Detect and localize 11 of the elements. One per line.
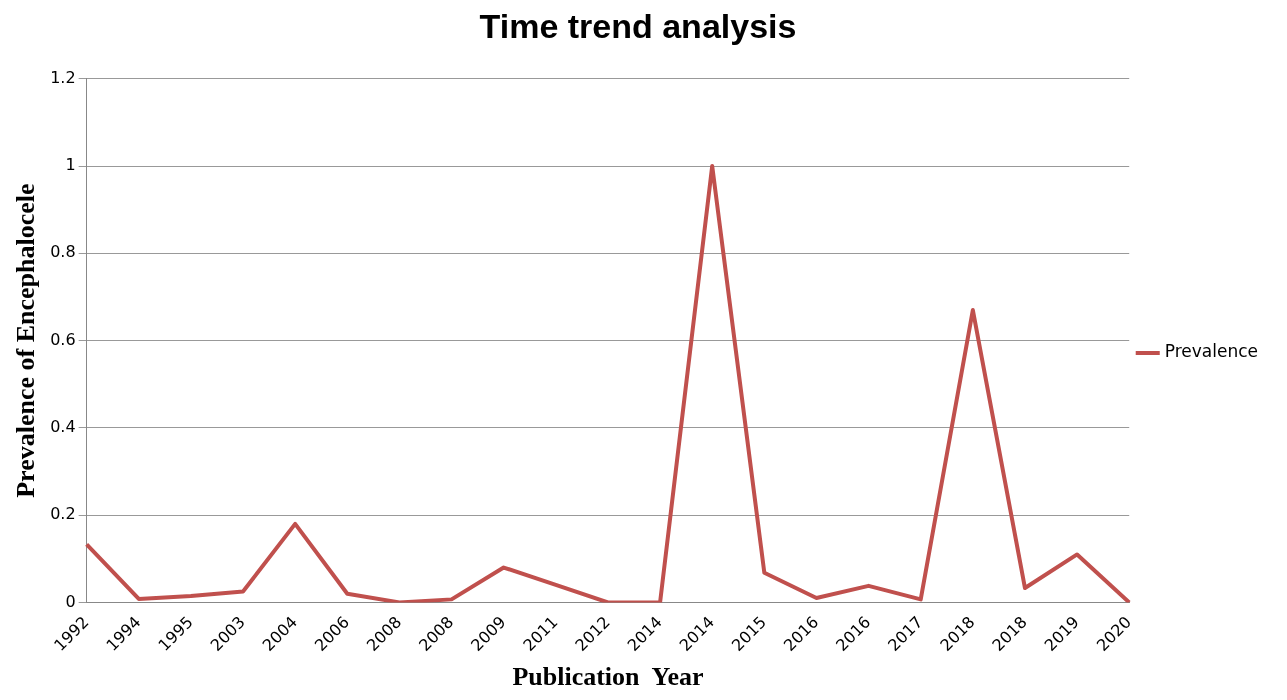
y-tick-label: 0.8 [50,242,76,262]
y-tick-label: 0.6 [50,329,76,349]
y-tick-label: 1 [65,155,76,175]
y-tick-label: 0.4 [50,417,76,437]
y-tick-label: 0 [65,591,76,611]
y-axis-title: Prevalence of Encephalocele [11,183,41,498]
chart-title: Time trend analysis [479,6,797,45]
y-tick-label: 1.2 [50,67,76,87]
x-axis-title: Publication Year [512,662,704,692]
y-tick-label: 0.2 [50,504,76,524]
legend-label: Prevalence [1164,341,1259,362]
